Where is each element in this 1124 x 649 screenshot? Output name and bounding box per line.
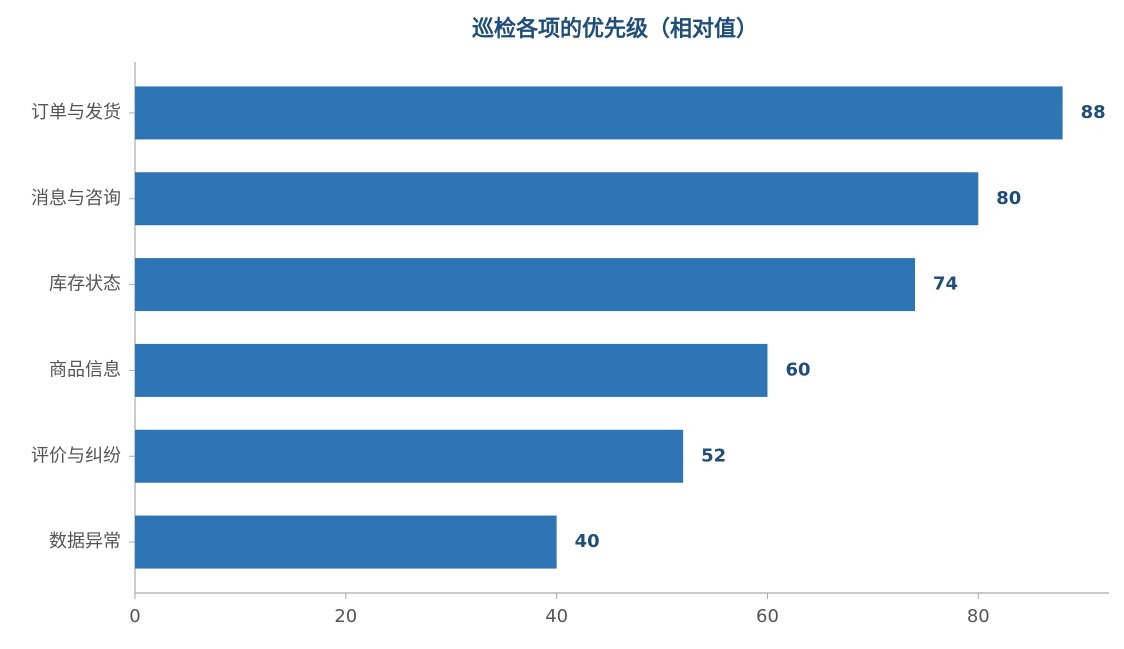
bar <box>135 86 1063 140</box>
x-tick-label: 20 <box>334 606 357 627</box>
value-label: 74 <box>933 274 958 295</box>
x-tick-label: 40 <box>545 606 568 627</box>
value-label: 60 <box>785 359 810 380</box>
value-label: 52 <box>701 445 726 466</box>
y-tick-label: 订单与发货 <box>31 102 121 123</box>
value-label: 80 <box>996 188 1021 209</box>
y-tick-label: 评价与纠纷 <box>31 445 121 466</box>
bar <box>135 429 684 483</box>
value-label: 88 <box>1081 102 1106 123</box>
bar <box>135 258 916 312</box>
bar <box>135 515 557 569</box>
chart-title: 巡检各项的优先级（相对值） <box>472 16 758 42</box>
x-tick-label: 0 <box>129 606 140 627</box>
y-tick-label: 库存状态 <box>49 274 121 295</box>
bar <box>135 172 979 226</box>
y-tick-label: 数据异常 <box>49 531 121 552</box>
x-tick-label: 60 <box>756 606 779 627</box>
y-tick-label: 消息与咨询 <box>31 188 121 209</box>
bar <box>135 343 768 397</box>
y-tick-label: 商品信息 <box>49 359 121 380</box>
x-tick-label: 80 <box>967 606 990 627</box>
value-label: 40 <box>575 531 600 552</box>
